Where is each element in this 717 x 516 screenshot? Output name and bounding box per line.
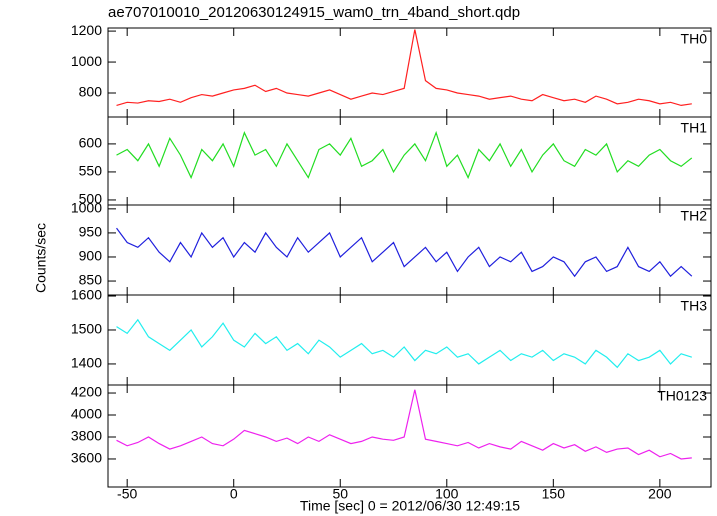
x-tick-label: 100 [435,486,459,502]
x-tick-label: -50 [117,486,137,502]
panel-label: TH2 [681,208,708,224]
y-tick-label: 4200 [71,384,102,400]
data-line [116,227,693,278]
panel-frame [107,204,712,296]
y-tick-label: 4000 [71,406,102,422]
panel-label: TH0 [681,31,708,47]
y-tick-label: 1000 [71,200,102,216]
data-line [116,29,692,107]
x-tick-label: 0 [230,486,238,502]
panel-label: TH1 [681,120,708,136]
y-tick-label: 900 [79,248,103,264]
y-tick-label: 800 [79,84,103,100]
y-axis-label: Counts/sec [33,223,49,293]
y-tick-label: 850 [79,272,103,288]
y-tick-label: 3800 [71,428,102,444]
y-tick-label: 1000 [71,53,102,69]
y-tick-label: 600 [79,135,103,151]
panel-label: TH0123 [657,388,707,404]
x-tick-label: 150 [542,486,566,502]
panel-frame [107,384,712,488]
y-tick-label: 3600 [71,450,102,466]
y-tick-label: 1600 [71,287,102,303]
panel-frame [107,116,712,206]
panel-label: TH3 [681,298,708,314]
data-line [116,318,693,369]
y-tick-label: 950 [79,224,103,240]
data-line [116,389,692,460]
chart-title: ae707010010_20120630124915_wam0_trn_4ban… [108,4,520,21]
y-tick-label: 1500 [71,321,102,337]
y-tick-label: 500 [79,191,103,207]
panel-frame [107,294,712,386]
x-tick-label: 50 [332,486,348,502]
data-line [116,130,693,180]
y-tick-label: 1400 [71,355,102,371]
y-tick-label: 1200 [71,22,102,38]
x-tick-label: 200 [648,486,672,502]
y-tick-label: 550 [79,163,103,179]
x-axis-label: Time [sec] 0 = 2012/06/30 12:49:15 [300,498,520,514]
